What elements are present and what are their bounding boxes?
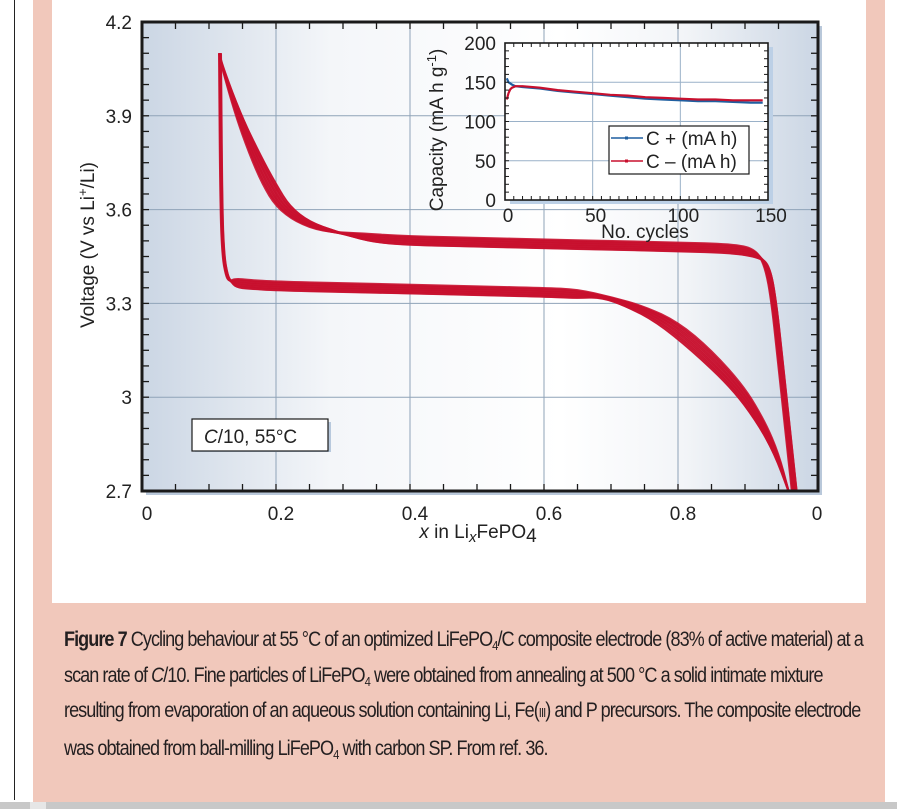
- annotation-rest: /10, 55°C: [218, 427, 297, 448]
- bottom-scroll-strip: [0, 802, 897, 809]
- inset-y-axis-title-post: ): [427, 49, 448, 55]
- voltage-chart: 0 0.2 0.4 0.6 0.8 0 4.2 3.9 3.6 3.3 3 2.7 x in Lix…: [75, 13, 823, 547]
- caption-s4: were obtained from annealing at 500 °C a…: [64, 663, 824, 723]
- voltage-curve-cycle: [218, 53, 798, 492]
- y-tick-label: 3.9: [106, 107, 132, 128]
- caption-s3: /10. Fine particles of LiFePO: [163, 663, 365, 687]
- caption-s5: ) and P precursors. The composite electr…: [64, 699, 861, 760]
- inset-x-tick-label: 100: [667, 206, 699, 227]
- main-gridlines: [142, 22, 818, 491]
- x-tick-label: 0.4: [402, 504, 429, 525]
- inset-y-tick-label: 150: [464, 73, 496, 94]
- y-tick-labels: 4.2 3.9 3.6 3.3 3 2.7: [106, 13, 132, 503]
- inset-x-tick-label: 50: [585, 206, 606, 227]
- x-axis-title-subvar: x: [468, 529, 477, 546]
- figure-label: Figure 7: [64, 628, 128, 651]
- inset-series-line: [505, 85, 763, 102]
- caption-italic-c: C: [151, 663, 164, 687]
- voltage-curves: [218, 53, 798, 492]
- inset-x-tick-labels: 0 50 100 150: [503, 206, 787, 227]
- inset-frame: [504, 42, 769, 201]
- legend-box: [608, 125, 750, 175]
- y-tick-label: 2.7: [106, 482, 132, 503]
- condition-annotation: C/10, 55°C: [191, 418, 331, 452]
- x-axis-title-var: x: [418, 522, 430, 543]
- x-axis-title: x in LixFePO4: [418, 522, 537, 547]
- caption-sub1: 4: [492, 638, 498, 653]
- voltage-curve-cycle: [220, 53, 790, 492]
- inset-y-tick-label: 200: [464, 34, 496, 55]
- inset-plot: 0 50 100 150 0 50 100 150 200 No. cycles Capaci…: [424, 34, 787, 243]
- inset-y-tick-label: 0: [485, 191, 496, 212]
- annotation-box: [191, 418, 329, 452]
- inset-y-tick-labels: 0 50 100 150 200: [464, 34, 496, 212]
- x-tick-label: 0: [142, 504, 153, 525]
- x-tick-label: 0.6: [536, 504, 562, 525]
- inset-y-tick-label: 50: [475, 152, 496, 173]
- caption-smallcaps: III: [538, 705, 546, 720]
- inset-x-tick-label: 150: [755, 206, 787, 227]
- legend-label-c-minus: C – (mA h): [646, 152, 737, 173]
- y-tick-label: 3: [121, 388, 132, 409]
- x-tick-label: 0.2: [268, 504, 294, 525]
- inset-x-tick-label: 0: [503, 206, 514, 227]
- plot-frame: [140, 20, 820, 493]
- y-tick-label: 3.6: [106, 201, 132, 222]
- y-axis-title: Voltage (V vs Li+/Li): [75, 162, 99, 328]
- y-axis-title-pre: Voltage (V vs Li: [78, 196, 99, 328]
- x-axis-title-mid: in Li: [429, 522, 469, 543]
- x-tick-label: 0.8: [670, 504, 696, 525]
- figure-caption: Figure 7 Cycling behaviour at 55 °C of a…: [64, 622, 872, 766]
- x-axis-title-tail: FePO: [476, 522, 526, 543]
- bottom-strip-segment: [30, 802, 46, 809]
- caption-sub2: 4: [364, 673, 371, 689]
- inset-y-tick-label: 100: [464, 113, 496, 134]
- inset-legend: C + (mA h) C – (mA h): [608, 125, 750, 175]
- caption-sub3: 4: [333, 746, 339, 762]
- annotation-text: C/10, 55°C: [204, 427, 297, 448]
- legend-marker-c-minus: [625, 159, 628, 163]
- inset-y-axis-title-pre: Capacity (mA h g: [427, 67, 448, 212]
- inset-y-axis-title: Capacity (mA h g-1): [424, 49, 448, 212]
- inset-x-axis-title: No. cycles: [601, 222, 689, 243]
- caption-s1: Cycling behaviour at 55 °C of an optimiz…: [126, 628, 493, 651]
- y-axis-title-sup: +: [75, 188, 90, 196]
- y-tick-label: 4.2: [106, 13, 132, 34]
- x-tick-label: 0: [812, 504, 823, 525]
- caption-s2: /C composite electrode (83% of active ma…: [64, 628, 864, 687]
- inset-series: [505, 77, 763, 104]
- annotation-italic: C: [204, 427, 218, 448]
- caption-s6: with carbon SP. From ref. 36.: [338, 736, 548, 760]
- x-tick-labels: 0 0.2 0.4 0.6 0.8 0: [142, 504, 823, 525]
- legend-label-c-plus: C + (mA h): [646, 129, 737, 150]
- y-axis-title-post: /Li): [78, 162, 99, 188]
- inset-y-axis-title-sup: -1: [424, 55, 439, 67]
- y-tick-label: 3.3: [106, 294, 132, 315]
- x-axis-title-sub: 4: [526, 526, 537, 547]
- legend-marker-c-plus: [625, 136, 628, 140]
- page-margin-rule: [14, 0, 15, 800]
